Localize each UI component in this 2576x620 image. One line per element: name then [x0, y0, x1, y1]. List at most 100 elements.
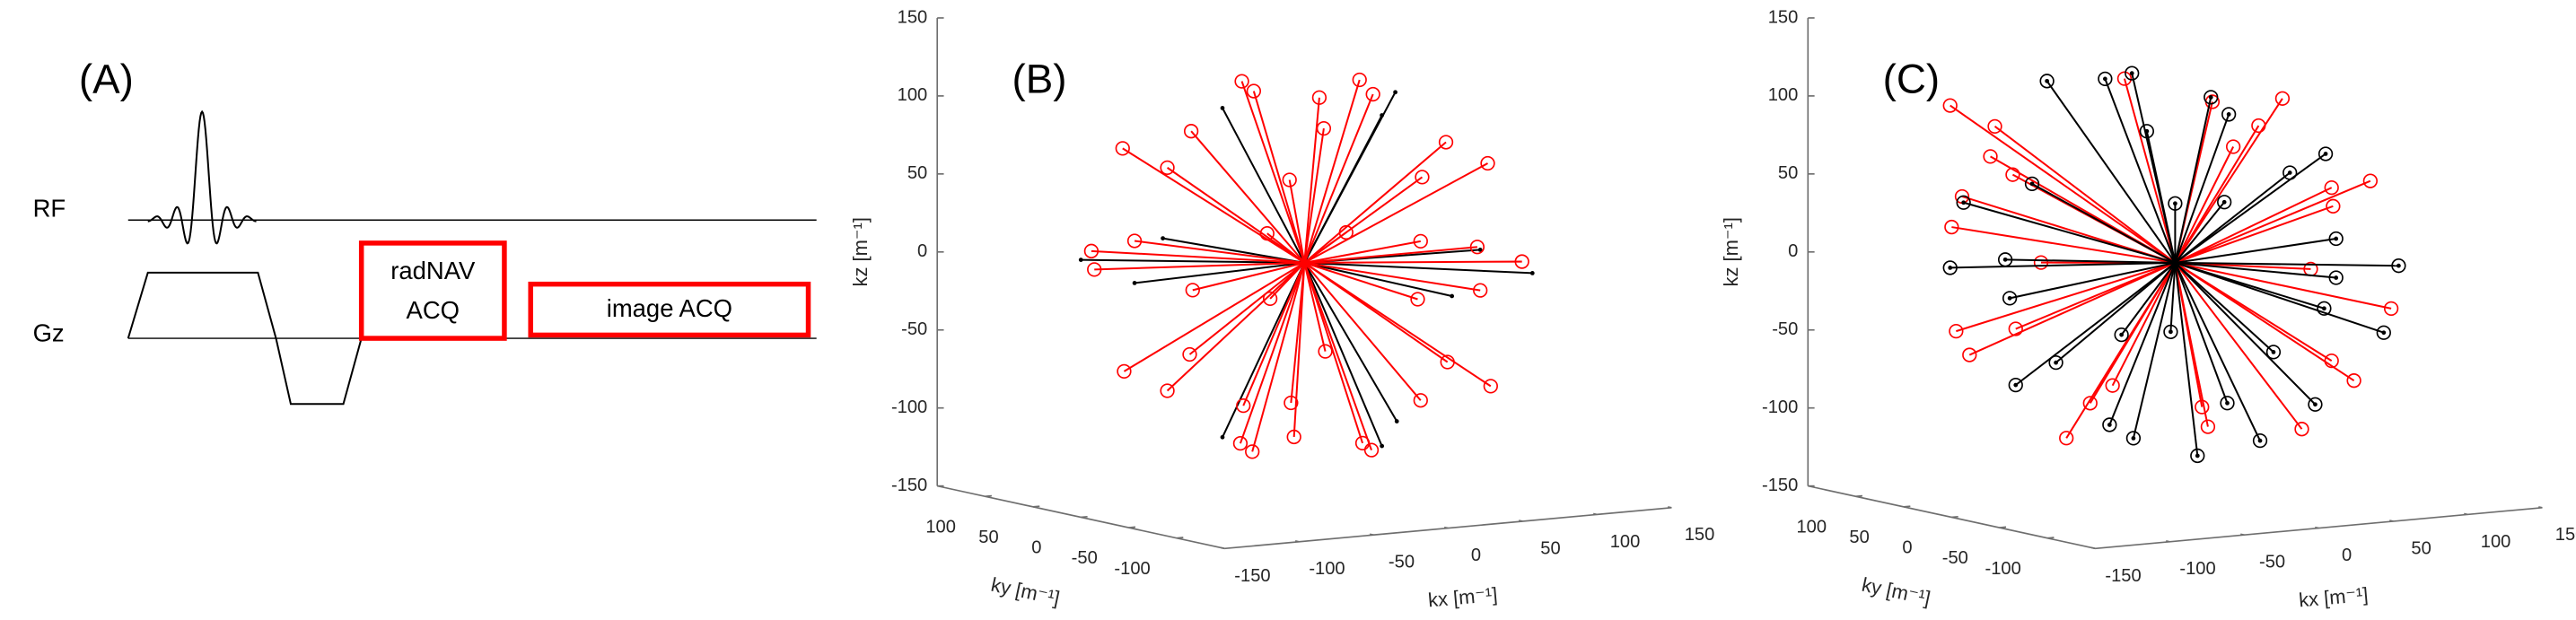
spoke	[1190, 130, 1306, 264]
spoke	[2015, 261, 2176, 330]
spoke	[2175, 261, 2392, 310]
spoke	[1303, 115, 1383, 264]
z-tick-label: 0	[1788, 241, 1798, 261]
spoke-end-dot	[2334, 236, 2339, 241]
z-tick-label: 150	[1768, 7, 1799, 27]
z-tick-label: 0	[917, 241, 927, 261]
spoke-end-dot	[2129, 71, 2134, 76]
x-tick-label: 100	[1610, 532, 1641, 552]
z-tick-label: -50	[901, 319, 927, 339]
x-tick-label: -100	[2179, 559, 2215, 579]
y-axis	[937, 485, 1225, 550]
spoke	[2174, 125, 2260, 264]
spoke	[2132, 262, 2177, 439]
spoke-end-dot	[2195, 453, 2200, 458]
y-tick	[1999, 526, 2007, 528]
spoke	[1123, 262, 1305, 372]
spoke-end-marker	[1262, 291, 1278, 307]
spoke-end-marker	[2317, 301, 2332, 316]
spoke	[1162, 237, 1305, 264]
spoke-end-dot	[2221, 199, 2227, 205]
spoke-end-marker	[1363, 442, 1380, 458]
x-tick	[1592, 512, 1598, 516]
spoke-end-dot	[2007, 295, 2012, 301]
z-tick-label: -150	[891, 476, 927, 495]
spoke-end-marker	[2024, 176, 2040, 192]
x-axis	[1224, 506, 1672, 550]
y-tick-label: 0	[1902, 538, 1912, 558]
z-tick-label: 50	[1778, 163, 1798, 183]
spoke-end-dot	[2313, 402, 2318, 407]
spoke-end-marker	[2139, 124, 2154, 139]
spoke-end-marker	[1413, 393, 1428, 408]
spoke-end-dot	[1132, 281, 1137, 285]
y-tick	[1855, 494, 1863, 498]
spoke	[1303, 162, 1488, 264]
spoke-end-marker	[1483, 379, 1498, 394]
spoke	[1222, 107, 1306, 264]
spoke-end-marker	[1413, 233, 1428, 249]
spoke-end-marker	[1126, 233, 1143, 249]
spoke	[2174, 262, 2274, 354]
x-tick	[1518, 520, 1523, 522]
spoke-end-marker	[2328, 231, 2344, 247]
spoke	[1166, 262, 1305, 392]
spoke-end-marker	[2033, 255, 2049, 270]
spoke	[1304, 261, 1481, 292]
spoke-end-marker	[2195, 399, 2210, 415]
spoke-end-marker	[2116, 71, 2133, 86]
spoke	[1963, 201, 2176, 264]
spoke	[1266, 232, 1305, 264]
spoke	[1242, 262, 1306, 406]
x-tick-label: -150	[1234, 566, 1270, 586]
y-axis-label: ky [m⁻¹]	[989, 573, 1062, 610]
y-tick-label: -50	[1072, 548, 1098, 568]
spoke	[1951, 226, 2176, 264]
spoke-end-dot	[2029, 181, 2035, 187]
y-tick	[1176, 537, 1184, 539]
spoke	[2174, 262, 2199, 457]
y-tick-label: 50	[1849, 528, 1869, 547]
spoke	[1081, 258, 1305, 264]
spoke-end-dot	[1078, 258, 1083, 262]
y-tick-label: 100	[925, 517, 956, 537]
spoke-end-marker	[1246, 83, 1262, 99]
y-tick-label: -50	[1942, 548, 1968, 568]
spoke	[1251, 262, 1306, 452]
x-axis-label: kx [m⁻¹]	[1427, 583, 1498, 612]
spoke-end-dot	[1220, 434, 1225, 440]
spoke-end-marker	[1480, 155, 1495, 171]
spoke	[2175, 205, 2334, 264]
spoke	[1950, 104, 2176, 264]
radnav-text: radNAV	[390, 257, 476, 284]
spoke	[2031, 182, 2176, 264]
spoke-end-marker	[2204, 90, 2219, 105]
z-tick-label: -150	[1762, 476, 1798, 495]
spoke-end-dot	[2323, 152, 2328, 156]
panel-label: (A)	[79, 57, 134, 102]
y-tick	[2047, 537, 2055, 539]
spoke-end-marker	[2376, 325, 2391, 340]
spoke-end-marker	[2008, 321, 2023, 336]
z-tick-label: 100	[898, 85, 928, 105]
spoke-end-marker	[1117, 363, 1132, 379]
radnav-box	[358, 240, 507, 341]
spoke	[1303, 262, 1372, 450]
gz-label: Gz	[33, 319, 65, 347]
spoke-end-marker	[2168, 196, 2183, 211]
z-tick-label: 100	[1768, 85, 1799, 105]
spoke-end-marker	[2163, 324, 2178, 339]
image-acq-box	[528, 281, 811, 338]
spoke-end-marker	[2328, 270, 2344, 285]
spoke-end-marker	[1473, 283, 1488, 298]
spoke-end-marker	[1183, 124, 1199, 139]
spoke	[2174, 201, 2225, 264]
spoke-end-marker	[1438, 135, 1454, 150]
spoke-end-marker	[2391, 258, 2406, 274]
spoke	[1303, 262, 1398, 423]
rf-pulse	[147, 109, 257, 245]
z-axis-label: kz [m⁻¹]	[849, 217, 872, 286]
spoke-plot: (B) -150 -100 -50 0 50 100 150 -100 -50 0 50 100 -150…	[849, 7, 1714, 611]
spoke	[2123, 78, 2177, 264]
